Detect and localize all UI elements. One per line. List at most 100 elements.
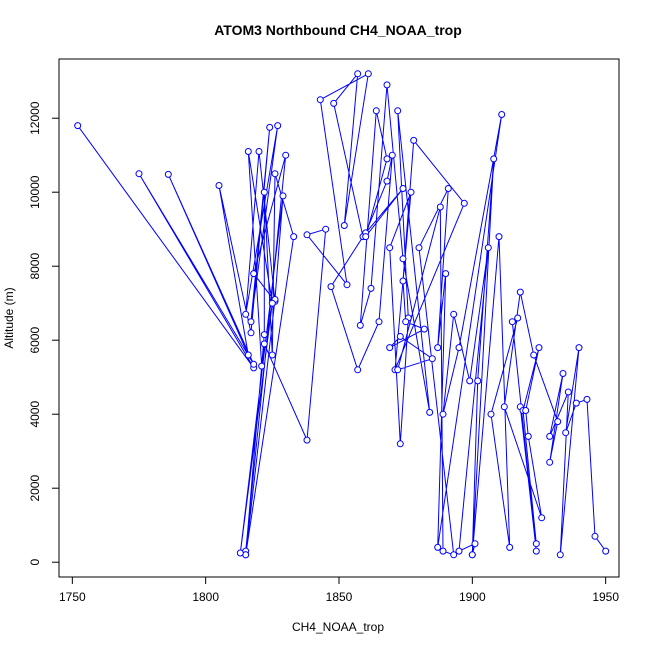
data-point: [386, 344, 394, 352]
data-point: [490, 155, 498, 163]
data-point: [268, 299, 276, 307]
data-point: [399, 185, 407, 192]
chart-title: ATOM3 Northbound CH4_NOAA_trop: [214, 22, 462, 38]
data-point: [247, 329, 255, 337]
data-point: [506, 543, 514, 551]
data-point: [426, 408, 434, 416]
data-point: [396, 333, 404, 340]
data-point: [516, 288, 524, 296]
data-point: [340, 222, 348, 229]
y-tick-label: 0: [28, 559, 42, 566]
series-line-profile: [77, 72, 607, 556]
data-point: [260, 340, 268, 348]
data-point: [354, 70, 362, 78]
data-point: [442, 270, 450, 278]
data-point: [399, 277, 407, 285]
data-point: [399, 255, 407, 263]
data-point: [532, 540, 540, 548]
data-point: [466, 377, 474, 385]
data-point: [388, 151, 396, 159]
data-point: [559, 370, 567, 377]
data-point: [460, 199, 468, 207]
data-point: [514, 314, 522, 322]
data-point: [364, 70, 372, 78]
data-point: [455, 547, 463, 555]
data-point: [354, 366, 362, 374]
data-point: [372, 107, 380, 115]
data-point: [546, 432, 554, 440]
data-point: [444, 185, 452, 192]
data-point: [415, 244, 423, 252]
data-point: [236, 549, 244, 557]
data-point: [260, 188, 268, 196]
data-point: [572, 399, 580, 407]
data-point: [524, 432, 532, 440]
data-point: [383, 155, 391, 163]
data-point: [602, 547, 610, 555]
data-point: [271, 170, 279, 178]
data-point: [279, 192, 287, 200]
data-point: [266, 123, 274, 131]
data-point: [343, 281, 351, 289]
data-point: [583, 395, 591, 403]
data-point: [535, 344, 543, 352]
data-point: [410, 136, 418, 144]
data-point: [244, 148, 252, 155]
data-point: [546, 458, 554, 466]
data-point: [367, 284, 375, 292]
data-point: [268, 351, 276, 359]
data-point: [450, 310, 458, 318]
data-point: [250, 360, 258, 368]
data-point: [439, 547, 447, 555]
data-point: [591, 532, 599, 540]
data-point: [396, 440, 404, 448]
y-tick-label: 12000: [28, 101, 42, 135]
y-tick-label: 8000: [28, 253, 42, 280]
data-point: [562, 429, 570, 437]
x-tick-label: 1850: [326, 590, 353, 604]
data-point: [255, 148, 263, 155]
data-point: [386, 244, 394, 252]
data-point: [244, 351, 252, 359]
data-point: [282, 151, 290, 159]
data-point: [394, 107, 402, 115]
data-point: [487, 410, 495, 418]
data-point: [556, 551, 564, 559]
data-point: [575, 344, 583, 352]
data-point: [250, 270, 258, 278]
data-point: [436, 203, 444, 211]
x-axis: 1750 1800 1850 1900 1950: [59, 576, 619, 604]
data-point: [428, 355, 436, 363]
data-point: [316, 96, 324, 104]
x-tick-label: 1800: [192, 590, 219, 604]
data-point: [260, 331, 268, 339]
data-point: [274, 122, 282, 130]
data-point: [402, 318, 410, 326]
data-point: [383, 177, 391, 185]
data-point: [290, 233, 298, 241]
data-point: [247, 318, 255, 326]
data-point: [394, 366, 402, 374]
data-point: [356, 321, 364, 329]
data-point: [471, 540, 479, 548]
data-point: [434, 344, 442, 352]
data-point: [554, 418, 562, 426]
x-tick-label: 1950: [592, 590, 619, 604]
data-point: [303, 436, 311, 444]
data-point: [74, 122, 82, 130]
data-point: [375, 318, 383, 326]
data-point: [330, 99, 338, 107]
data-point: [164, 170, 172, 178]
y-axis-label: Altitude (m): [2, 287, 16, 348]
data-point: [508, 318, 516, 326]
y-axis: 0 2000 4000 6000 8000 10000 12000: [28, 101, 60, 566]
data-point: [322, 225, 330, 233]
data-point: [455, 344, 463, 352]
x-axis-label: CH4_NOAA_trop: [292, 620, 384, 634]
data-point: [383, 81, 391, 89]
data-point: [450, 551, 458, 559]
series-layer: [74, 70, 610, 559]
data-point: [538, 514, 546, 522]
data-point: [303, 231, 311, 239]
